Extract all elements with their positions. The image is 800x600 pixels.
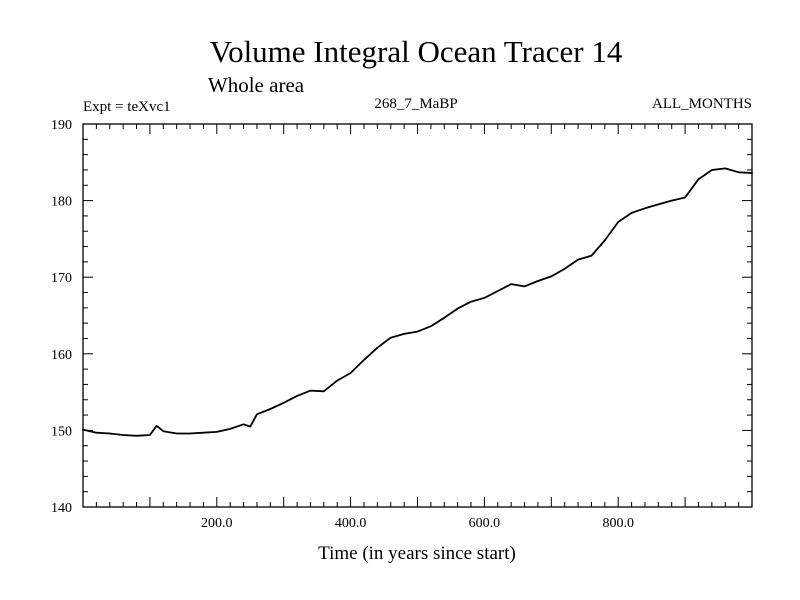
plot-frame [82, 123, 753, 508]
y-tick-label: 170 [51, 271, 72, 286]
x-tick-label: 800.0 [602, 516, 634, 531]
series-line [82, 167, 753, 437]
x-axis-label: Time (in years since start) [318, 543, 516, 564]
x-tick-label: 400.0 [335, 516, 367, 531]
x-tick-label: 600.0 [469, 516, 501, 531]
y-tick-label: 180 [51, 195, 72, 210]
x-tick-label: 200.0 [201, 516, 233, 531]
months-label: ALL_MONTHS [652, 96, 752, 112]
data-series [82, 167, 753, 437]
chart-subtitle: Whole area [208, 73, 305, 97]
y-tick-label: 190 [51, 118, 72, 133]
chart-title: Volume Integral Ocean Tracer 14 [210, 34, 623, 69]
run-label: 268_7_MaBP [374, 96, 457, 112]
y-tick-label: 160 [51, 348, 72, 363]
y-tick-label: 140 [51, 501, 72, 516]
expt-label: Expt = teXvc1 [83, 99, 171, 115]
axes: 200.0 400.0 600.0 800.0 140 150 160 170 180 190 [51, 118, 752, 531]
y-tick-label: 150 [51, 424, 72, 439]
